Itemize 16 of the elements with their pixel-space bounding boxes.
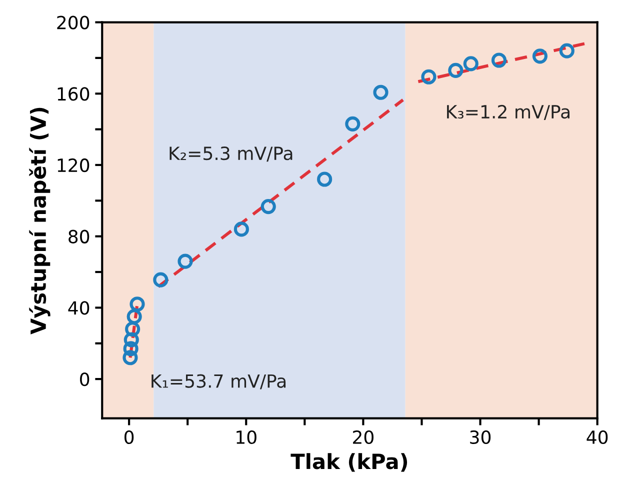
y-tick-label: 40 <box>68 301 90 315</box>
x-tick-label: 20 <box>353 430 374 444</box>
y-tick-label: 0 <box>80 372 90 386</box>
y-tick-label: 160 <box>58 87 90 101</box>
y-axis-title: Výstupní napětí (V) <box>29 108 50 334</box>
annotation: K₂=5.3 mV/Pa <box>170 146 292 162</box>
x-tick-label: 40 <box>586 430 608 444</box>
x-tick-label: 10 <box>236 430 256 444</box>
annotation: K₃=1.2 mV/Pa <box>447 104 570 120</box>
y-tick-label: 200 <box>57 16 90 30</box>
y-tick-label: 120 <box>58 158 90 172</box>
x-tick-label: 0 <box>124 430 134 444</box>
x-axis-title: Tlak (kPa) <box>290 453 408 472</box>
x-tick-label: 30 <box>470 430 491 444</box>
annotation: K₁=53.7 mV/Pa <box>152 374 286 390</box>
y-tick-label: 80 <box>68 230 90 244</box>
